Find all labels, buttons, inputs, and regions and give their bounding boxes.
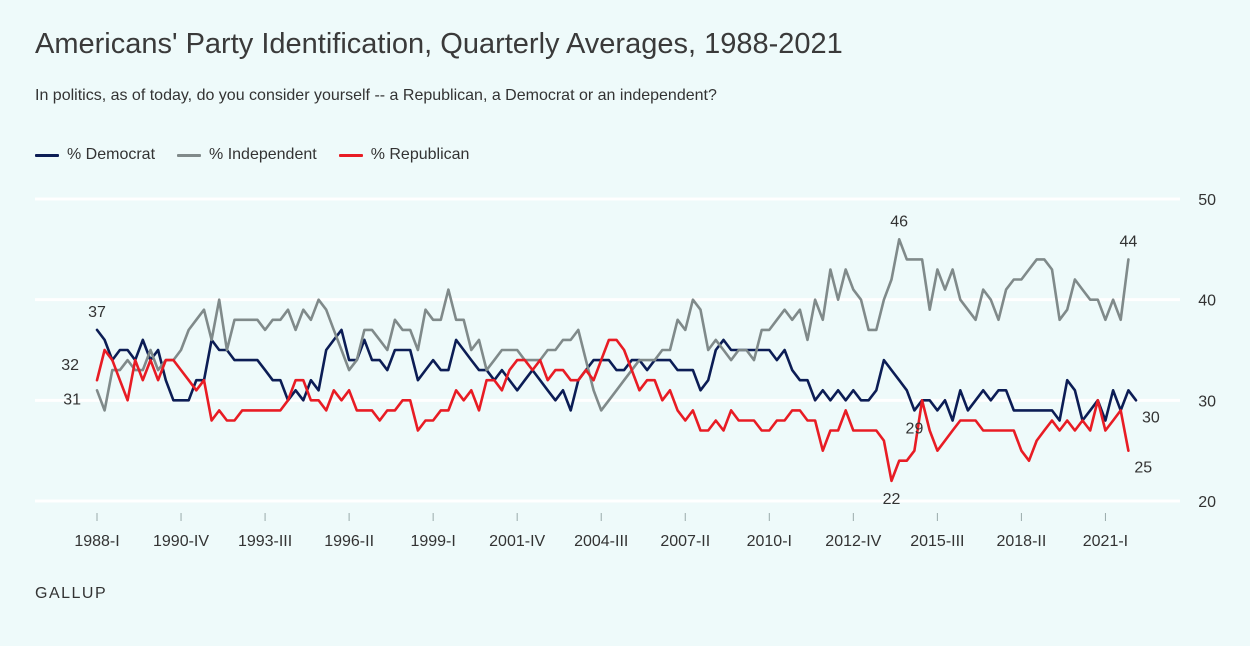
y-tick-label-30: 30 <box>1198 393 1216 410</box>
legend-label-democrat: % Democrat <box>67 146 156 163</box>
republican-line <box>95 338 1130 483</box>
legend-swatch-democrat <box>35 153 59 157</box>
x-tick-label: 2001-IV <box>489 533 545 550</box>
data-label: 31 <box>63 391 81 408</box>
chart-title: Americans' Party Identification, Quarter… <box>35 28 843 60</box>
chart-legend: % Democrat % Independent % Republican <box>35 146 469 164</box>
legend-item-independent[interactable]: % Independent <box>177 146 317 164</box>
independent-line <box>95 238 1130 412</box>
x-tick-label: 2018-II <box>996 533 1046 550</box>
series-lines <box>95 238 1138 483</box>
y-tick-label-40: 40 <box>1198 293 1216 310</box>
y-tick-label-20: 20 <box>1198 494 1216 511</box>
x-tick-label: 2021-I <box>1083 533 1128 550</box>
data-label: 29 <box>906 420 924 437</box>
x-tick-label: 1996-II <box>324 533 374 550</box>
chart-subtitle: In politics, as of today, do you conside… <box>35 87 717 104</box>
x-tick-label: 2007-II <box>660 533 710 550</box>
x-tick-label: 1990-IV <box>153 533 209 550</box>
legend-swatch-independent <box>177 153 202 157</box>
legend-item-republican[interactable]: % Republican <box>338 146 470 164</box>
grid-lines <box>35 197 1180 503</box>
data-labels: 37 29 30 31 46 44 32 22 25 <box>61 213 1160 508</box>
legend-label-independent: % Independent <box>209 146 317 163</box>
y-axis-ticks: 20 30 40 50 <box>1198 192 1216 511</box>
x-tick-label: 2010-I <box>747 533 792 550</box>
data-label: 25 <box>1134 460 1152 477</box>
x-tick-label: 2004-III <box>574 533 628 550</box>
x-tick-label: 1993-III <box>238 533 292 550</box>
data-label: 44 <box>1119 233 1137 250</box>
data-label: 37 <box>88 304 106 321</box>
x-tick-label: 1988-I <box>74 533 119 550</box>
data-label: 22 <box>883 491 901 508</box>
legend-swatch-republican <box>338 153 363 157</box>
x-tick-label: 1999-I <box>410 533 455 550</box>
x-axis-ticks: 1988-I 1990-IV 1993-III 1996-II 1999-I 2001-I… <box>74 513 1128 550</box>
data-label: 46 <box>890 213 908 230</box>
democrat-line <box>95 328 1138 422</box>
legend-label-republican: % Republican <box>370 146 470 163</box>
x-tick-label: 2015-III <box>910 533 964 550</box>
x-tick-label: 2012-IV <box>825 533 881 550</box>
legend-item-democrat[interactable]: % Democrat <box>35 146 155 164</box>
source-credit: GALLUP <box>35 585 108 602</box>
data-label: 32 <box>61 357 79 374</box>
y-tick-label-50: 50 <box>1198 192 1216 209</box>
data-label: 30 <box>1142 409 1160 426</box>
